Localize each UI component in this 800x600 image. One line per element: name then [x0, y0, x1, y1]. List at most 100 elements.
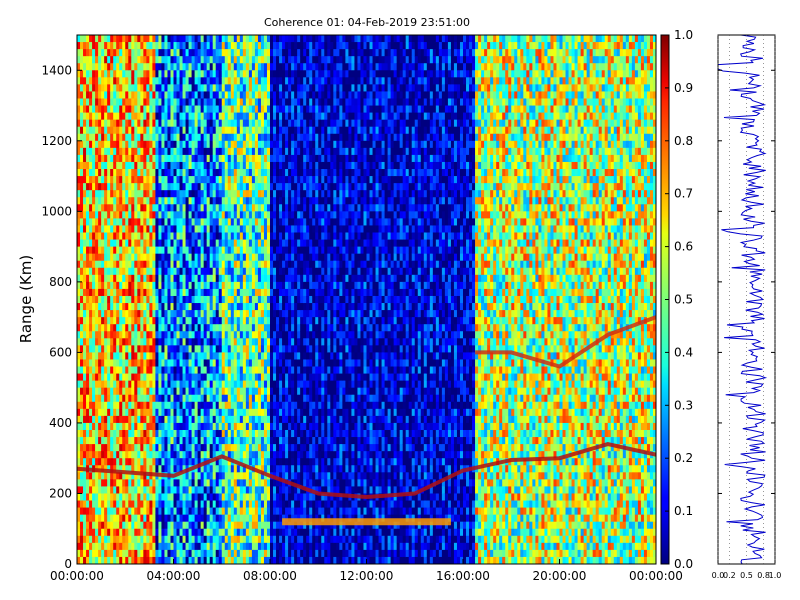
heatmap-cell	[158, 458, 162, 466]
heatmap-cell	[215, 415, 220, 424]
heatmap-cell	[185, 176, 189, 184]
heatmap-cell	[188, 133, 192, 142]
heatmap-cell	[131, 394, 135, 403]
heatmap-cell	[80, 338, 84, 346]
heatmap-cell	[155, 345, 159, 353]
heatmap-cell	[128, 451, 132, 459]
heatmap-cell	[110, 56, 114, 64]
heatmap-cell	[149, 338, 153, 346]
heatmap-cell	[260, 253, 265, 262]
heatmap-cell	[203, 415, 208, 424]
heatmap-cell	[260, 542, 265, 551]
heatmap-cell	[164, 465, 168, 473]
heatmap-cell	[233, 56, 238, 64]
heatmap-cell	[158, 197, 162, 205]
heatmap-cell	[230, 260, 235, 269]
heatmap-cell	[101, 91, 105, 99]
heatmap-cell	[191, 77, 196, 85]
heatmap-cell	[173, 274, 177, 283]
heatmap-cell	[263, 246, 268, 255]
heatmap-cell	[179, 493, 183, 501]
heatmap-cell	[185, 295, 189, 304]
heatmap-cell	[266, 169, 271, 177]
heatmap-cell	[254, 260, 259, 269]
heatmap-cell	[128, 70, 132, 78]
heatmap-cell	[161, 415, 165, 424]
heatmap-cell	[200, 549, 205, 558]
heatmap-cell	[119, 42, 123, 50]
heatmap-cell	[209, 387, 214, 396]
heatmap-cell	[245, 91, 250, 99]
heatmap-cell	[116, 253, 120, 262]
heatmap-cell	[80, 246, 84, 255]
heatmap-cell	[233, 49, 238, 57]
heatmap-cell	[131, 84, 135, 92]
heatmap-cell	[140, 267, 144, 276]
heatmap-cell	[140, 437, 144, 445]
heatmap-cell	[212, 500, 217, 508]
heatmap-cell	[254, 338, 259, 346]
heatmap-cell	[221, 225, 226, 233]
heatmap-cell	[116, 288, 120, 297]
heatmap-cell	[98, 204, 102, 212]
heatmap-cell	[125, 169, 129, 177]
heatmap-cell	[134, 260, 138, 269]
heatmap-cell	[158, 112, 162, 121]
heatmap-cell	[179, 429, 183, 438]
heatmap-cell	[155, 373, 159, 382]
heatmap-cell	[224, 133, 229, 142]
heatmap-cell	[119, 225, 123, 233]
heatmap-cell	[191, 303, 196, 311]
heatmap-cell	[197, 500, 202, 508]
heatmap-cell	[203, 514, 208, 523]
heatmap-cell	[266, 267, 271, 276]
heatmap-cell	[131, 415, 135, 424]
heatmap-cell	[125, 225, 129, 233]
heatmap-cell	[233, 514, 238, 523]
heatmap-cell	[95, 211, 99, 219]
heatmap-cell	[134, 105, 138, 113]
heatmap-cell	[248, 338, 253, 346]
heatmap-cell	[203, 549, 208, 558]
heatmap-cell	[77, 429, 81, 438]
heatmap-cell	[218, 500, 223, 508]
heatmap-cell	[149, 274, 153, 283]
heatmap-cell	[131, 183, 135, 191]
heatmap-cell	[270, 281, 274, 290]
heatmap-cell	[239, 56, 244, 64]
heatmap-cell	[233, 429, 238, 438]
heatmap-cell	[188, 493, 192, 501]
heatmap-cell	[233, 331, 238, 339]
heatmap-cell	[176, 35, 180, 43]
heatmap-cell	[251, 140, 256, 149]
heatmap-cell	[273, 317, 277, 325]
heatmap-cell	[167, 394, 171, 403]
heatmap-cell	[125, 373, 129, 382]
heatmap-cell	[270, 154, 274, 163]
heatmap-cell	[176, 225, 180, 233]
heatmap-cell	[116, 42, 120, 50]
heatmap-cell	[134, 35, 138, 43]
heatmap-cell	[161, 345, 165, 353]
heatmap-cell	[101, 211, 105, 219]
heatmap-cell	[113, 514, 117, 523]
heatmap-cell	[212, 281, 217, 290]
heatmap-cell	[110, 451, 114, 459]
heatmap-cell	[197, 556, 202, 564]
heatmap-cell	[80, 310, 84, 318]
heatmap-cell	[176, 169, 180, 177]
heatmap-cell	[251, 77, 256, 85]
heatmap-cell	[119, 119, 123, 128]
heatmap-cell	[134, 176, 138, 184]
heatmap-cell	[77, 281, 81, 290]
heatmap-cell	[179, 556, 183, 564]
heatmap-cell	[248, 437, 253, 445]
heatmap-cell	[270, 183, 274, 191]
heatmap-cell	[149, 281, 153, 290]
heatmap-cell	[152, 105, 156, 113]
heatmap-cell	[257, 472, 262, 480]
heatmap-cell	[80, 437, 84, 445]
heatmap-cell	[149, 225, 153, 233]
heatmap-cell	[170, 197, 174, 205]
heatmap-cell	[218, 105, 223, 113]
